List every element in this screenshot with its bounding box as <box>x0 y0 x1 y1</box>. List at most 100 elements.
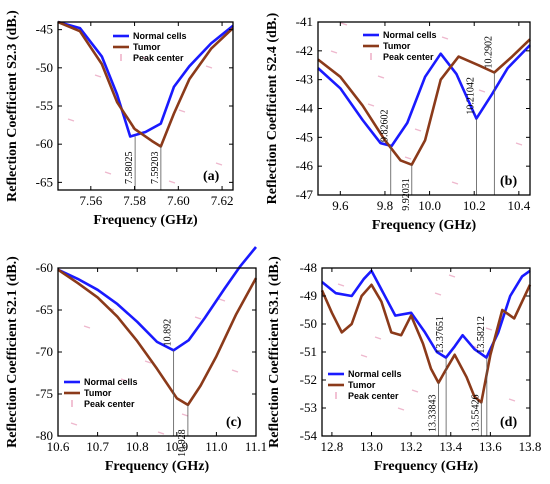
x-tick-label: 13.0 <box>360 439 383 454</box>
y-tick-label: -49 <box>300 288 317 303</box>
series-line-normal-cells <box>321 269 531 359</box>
watermark-mark <box>157 431 165 435</box>
x-tick-label: 9.8 <box>377 198 393 213</box>
y-tick-label: -48 <box>300 260 317 275</box>
y-axis-label: Reflection Coefficient S2.4 (dB.) <box>265 12 280 204</box>
watermark-mark <box>397 407 405 411</box>
x-tick-label: 7.60 <box>167 193 190 208</box>
watermark-mark <box>377 75 385 79</box>
legend-entry: Normal cells <box>84 377 138 387</box>
series-line-tumor <box>57 268 258 407</box>
y-tick-label: -65 <box>36 174 53 189</box>
x-tick-label: 10.4 <box>507 198 530 213</box>
legend-entry: Normal cells <box>133 31 187 41</box>
watermark-mark <box>478 89 486 93</box>
watermark-mark <box>404 156 412 160</box>
legend-entry: Tumor <box>348 380 376 390</box>
y-tick-label: -52 <box>300 372 317 387</box>
y-tick-label: -80 <box>36 428 53 443</box>
y-tick-label: -41 <box>296 14 313 29</box>
peak-label: 10.928 <box>177 429 188 457</box>
peak-label: 7.59203 <box>150 152 161 185</box>
panel-c: 10.892 10.928 10.6 10.7 10.8 10.9 11.0 11.1 -60 -… <box>5 246 267 474</box>
x-tick-label: 10.6 <box>47 439 70 454</box>
peak-label: 13.55426 <box>470 395 481 433</box>
watermark-mark <box>194 316 202 320</box>
watermark-mark <box>448 274 456 278</box>
y-tick-label: -45 <box>36 22 53 37</box>
panel-label: (c) <box>226 415 242 430</box>
watermark-mark <box>168 180 176 184</box>
y-tick-label: -70 <box>36 344 53 359</box>
y-tick-label: -75 <box>36 386 53 401</box>
x-tick-label: 7.56 <box>79 193 102 208</box>
y-tick-label: -45 <box>296 129 313 144</box>
y-tick-label: -51 <box>300 344 317 359</box>
legend-entry: Normal cells <box>348 369 402 379</box>
watermark-mark <box>104 171 112 175</box>
y-tick-label: -54 <box>300 428 318 443</box>
watermark-mark <box>205 65 213 69</box>
x-tick-label: 13.8 <box>519 439 542 454</box>
watermark-mark <box>360 354 368 358</box>
y-tick-label: -50 <box>300 316 317 331</box>
legend-entry: Peak center <box>133 53 184 63</box>
x-tick-label: 9.6 <box>332 198 349 213</box>
y-tick-label: -44 <box>296 101 314 116</box>
peak-label: 13.33843 <box>428 395 439 433</box>
panel-label: (b) <box>500 174 517 189</box>
peak-label: 13.37651 <box>435 316 446 354</box>
watermark-mark <box>83 325 91 329</box>
x-tick-label: 10.2 <box>463 198 486 213</box>
peak-label: 10.2902 <box>483 36 494 69</box>
y-axis-label: Reflection Coefficient S2.1 (dB.) <box>5 256 20 448</box>
x-axis-label: Frequency (GHz) <box>105 459 210 474</box>
watermark-mark <box>434 292 442 296</box>
watermark-mark <box>414 128 422 132</box>
watermark-mark <box>178 109 186 113</box>
x-tick-label: 13.2 <box>400 439 423 454</box>
peak-label: 9.82602 <box>380 109 391 142</box>
legend-entry: Tumor <box>84 388 112 398</box>
legend-entry: Tumor <box>383 41 411 51</box>
watermark-mark <box>337 283 345 287</box>
y-tick-label: -50 <box>36 60 53 75</box>
watermark-mark <box>120 378 128 382</box>
x-axis-label: Frequency (GHz) <box>93 213 198 228</box>
legend-entry: Normal cells <box>383 30 437 40</box>
watermark-mark <box>508 398 516 402</box>
y-tick-label: -53 <box>300 400 317 415</box>
series-line-normal-cells <box>57 246 258 352</box>
x-tick-label: 11.1 <box>245 439 267 454</box>
legend-entry: Peak center <box>383 52 434 62</box>
y-tick-label: -60 <box>36 136 53 151</box>
watermark-mark <box>374 336 382 340</box>
y-tick-label: -46 <box>296 158 314 173</box>
y-tick-label: -60 <box>36 260 53 275</box>
series-line-tumor <box>57 20 234 148</box>
peak-label: 7.58025 <box>124 152 135 185</box>
legend-entry: Peak center <box>84 399 135 409</box>
peak-label: 10.892 <box>163 319 174 347</box>
watermark-mark <box>144 360 152 364</box>
watermark-mark <box>367 103 375 107</box>
y-tick-label: -43 <box>296 72 313 87</box>
x-tick-label: 12.8 <box>321 439 344 454</box>
x-tick-label: 10.7 <box>86 439 109 454</box>
y-axis-label: Reflection Coefficient S2.3 (dB.) <box>5 10 20 202</box>
watermark-mark <box>218 298 226 302</box>
watermark-mark <box>67 118 75 122</box>
y-tick-label: -42 <box>296 43 313 58</box>
watermark-mark <box>181 413 189 417</box>
watermark-mark <box>94 74 102 78</box>
x-axis-label: Frequency (GHz) <box>374 459 479 474</box>
y-axis-label: Reflection Coefficient S3.1 (dB.) <box>267 256 282 448</box>
plot-frame <box>317 21 531 196</box>
x-tick-label: 13.4 <box>439 439 462 454</box>
watermark-mark <box>70 422 78 426</box>
legend-entry: Tumor <box>133 42 161 52</box>
x-axis-label: Frequency (GHz) <box>372 218 477 233</box>
